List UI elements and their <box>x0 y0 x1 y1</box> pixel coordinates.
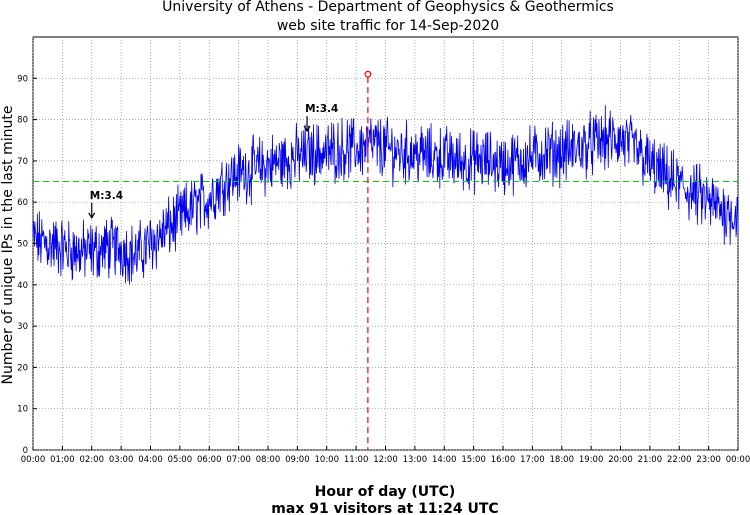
x-tick-label: 00:00 <box>726 455 750 465</box>
x-tick-label: 03:00 <box>109 455 134 465</box>
y-tick-label: 30 <box>17 322 28 332</box>
traffic-series-line <box>32 105 739 285</box>
annotation-arrow-head <box>88 212 96 220</box>
annotation-arrow-head <box>303 125 311 133</box>
x-tick-label: 00:00 <box>21 455 46 465</box>
x-tick-label: 08:00 <box>256 455 281 465</box>
y-axis-ticks: 0 10 20 30 40 50 60 70 80 90 <box>17 74 37 456</box>
x-tick-label: 23:00 <box>696 455 721 465</box>
x-tick-label: 22:00 <box>667 455 692 465</box>
x-tick-label: 19:00 <box>579 455 604 465</box>
x-tick-label: 11:00 <box>344 455 369 465</box>
y-tick-label: 60 <box>17 198 28 208</box>
peak-marker <box>364 70 372 78</box>
y-tick-label: 40 <box>17 281 28 291</box>
x-tick-label: 01:00 <box>50 455 75 465</box>
x-tick-label: 12:00 <box>373 455 398 465</box>
x-tick-label: 05:00 <box>168 455 193 465</box>
chart-subtitle: web site traffic for 14-Sep-2020 <box>277 18 499 34</box>
y-tick-label: 0 <box>23 446 28 456</box>
x-tick-label: 02:00 <box>80 455 105 465</box>
y-tick-label: 90 <box>17 74 28 84</box>
x-tick-label: 17:00 <box>520 455 545 465</box>
series-layer <box>32 105 739 285</box>
x-tick-label: 09:00 <box>285 455 310 465</box>
y-tick-label: 50 <box>17 240 28 250</box>
y-tick-label: 10 <box>17 405 28 415</box>
overlay-layer: M:3.4 M:3.4 <box>33 70 738 450</box>
annotation-label: M:3.4 <box>90 190 123 202</box>
y-tick-label: 70 <box>17 157 28 167</box>
x-tick-label: 18:00 <box>550 455 575 465</box>
x-tick-label: 20:00 <box>608 455 633 465</box>
x-tick-label: 06:00 <box>197 455 222 465</box>
x-tick-label: 10:00 <box>315 455 340 465</box>
chart-title: University of Athens - Department of Geo… <box>162 0 614 15</box>
x-tick-label: 21:00 <box>638 455 663 465</box>
x-tick-label: 04:00 <box>138 455 163 465</box>
x-tick-label: 15:00 <box>461 455 486 465</box>
x-tick-label: 14:00 <box>432 455 457 465</box>
x-tick-label: 16:00 <box>491 455 516 465</box>
x-axis-ticks: 00:00 01:00 02:00 03:00 04:00 05:00 06:00 07:00… <box>21 446 750 465</box>
y-tick-label: 20 <box>17 363 28 373</box>
x-tick-label: 07:00 <box>226 455 251 465</box>
max-visitors-caption: max 91 visitors at 11:24 UTC <box>271 501 498 515</box>
y-tick-label: 80 <box>17 116 28 126</box>
annotation-label: M:3.4 <box>305 103 338 115</box>
y-axis-label: Number of unique IPs in the last minute <box>0 106 16 385</box>
x-tick-label: 13:00 <box>403 455 428 465</box>
x-axis-label: Hour of day (UTC) <box>315 484 456 500</box>
